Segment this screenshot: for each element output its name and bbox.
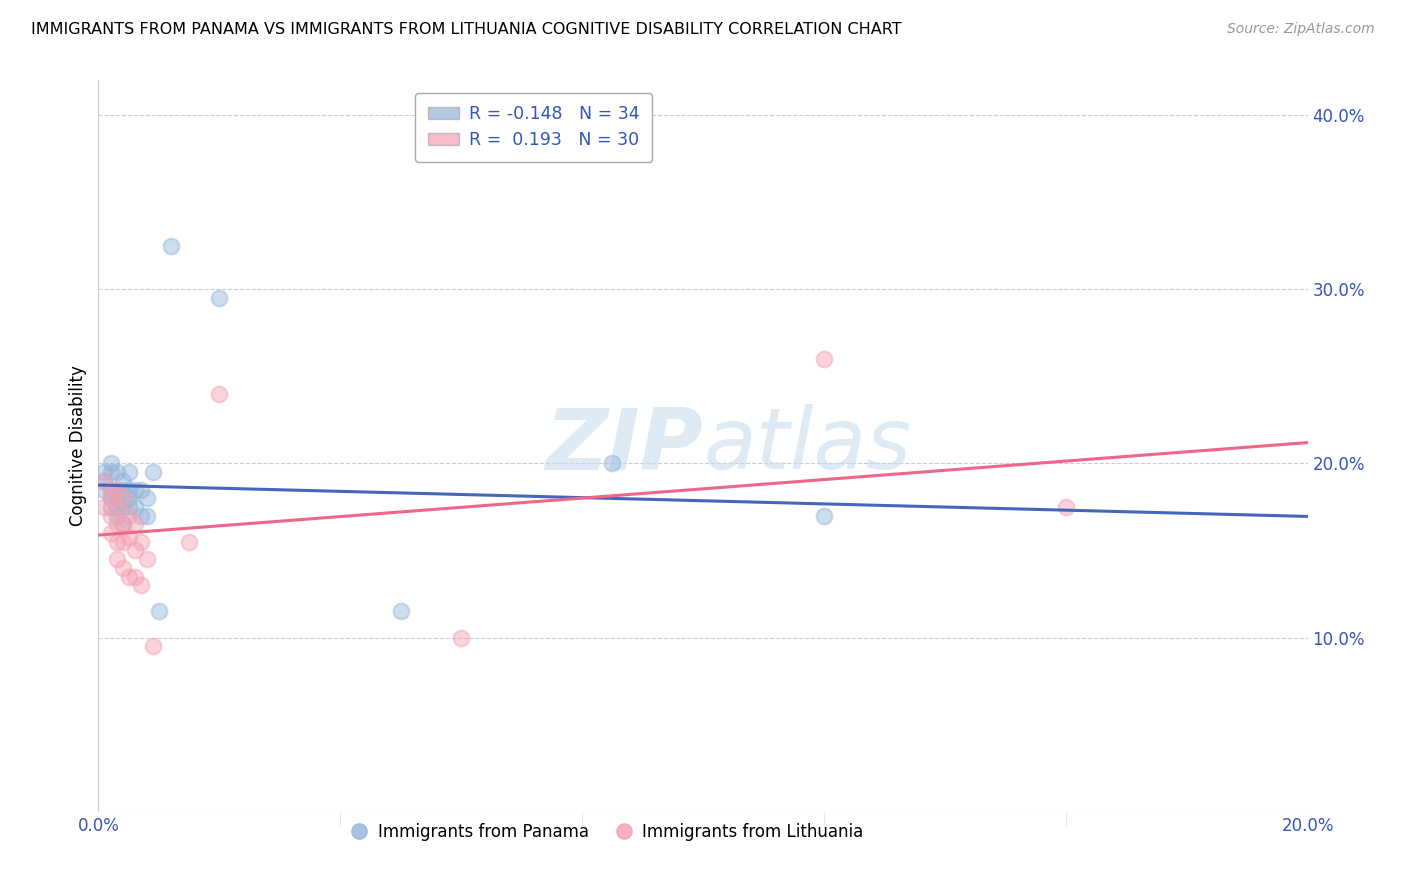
Point: [118, 569, 141, 583]
Point: [111, 561, 134, 575]
Point: [118, 465, 141, 479]
Point: [111, 517, 134, 532]
Point: [105, 500, 128, 514]
Point: [100, 491, 122, 506]
Legend: Immigrants from Panama, Immigrants from Lithuania: Immigrants from Panama, Immigrants from …: [343, 816, 870, 847]
Point: [124, 543, 146, 558]
Point: [105, 534, 128, 549]
Point: [100, 508, 122, 523]
Point: [124, 569, 146, 583]
Point: [93, 483, 115, 497]
Point: [142, 465, 165, 479]
Point: [148, 604, 170, 618]
Point: [93, 465, 115, 479]
Text: atlas: atlas: [703, 404, 911, 488]
Point: [105, 465, 128, 479]
Point: [105, 517, 128, 532]
Point: [813, 508, 835, 523]
Point: [450, 631, 472, 645]
Point: [111, 483, 134, 497]
Text: Source: ZipAtlas.com: Source: ZipAtlas.com: [1227, 22, 1375, 37]
Point: [93, 500, 115, 514]
Point: [105, 483, 128, 497]
Point: [602, 457, 624, 471]
Point: [129, 578, 152, 592]
Point: [111, 474, 134, 488]
Point: [813, 351, 835, 366]
Point: [93, 474, 115, 488]
Point: [118, 530, 141, 544]
Point: [111, 517, 134, 532]
Point: [93, 474, 115, 488]
Point: [129, 483, 152, 497]
Text: ZIP: ZIP: [546, 404, 703, 488]
Point: [142, 640, 165, 654]
Point: [1054, 500, 1077, 514]
Text: IMMIGRANTS FROM PANAMA VS IMMIGRANTS FROM LITHUANIA COGNITIVE DISABILITY CORRELA: IMMIGRANTS FROM PANAMA VS IMMIGRANTS FRO…: [31, 22, 901, 37]
Point: [100, 500, 122, 514]
Point: [105, 508, 128, 523]
Point: [179, 534, 201, 549]
Point: [208, 291, 231, 305]
Point: [118, 483, 141, 497]
Point: [135, 508, 157, 523]
Point: [129, 508, 152, 523]
Point: [124, 500, 146, 514]
Point: [118, 500, 141, 514]
Point: [100, 526, 122, 541]
Point: [389, 604, 412, 618]
Point: [118, 491, 141, 506]
Point: [105, 552, 128, 566]
Point: [105, 500, 128, 514]
Point: [100, 483, 122, 497]
Point: [124, 483, 146, 497]
Y-axis label: Cognitive Disability: Cognitive Disability: [69, 366, 87, 526]
Point: [208, 386, 231, 401]
Point: [118, 508, 141, 523]
Point: [105, 491, 128, 506]
Point: [100, 457, 122, 471]
Point: [105, 483, 128, 497]
Point: [160, 238, 183, 252]
Point: [111, 500, 134, 514]
Point: [100, 483, 122, 497]
Point: [111, 491, 134, 506]
Point: [124, 517, 146, 532]
Point: [129, 534, 152, 549]
Point: [135, 491, 157, 506]
Point: [100, 465, 122, 479]
Point: [111, 534, 134, 549]
Point: [135, 552, 157, 566]
Point: [100, 491, 122, 506]
